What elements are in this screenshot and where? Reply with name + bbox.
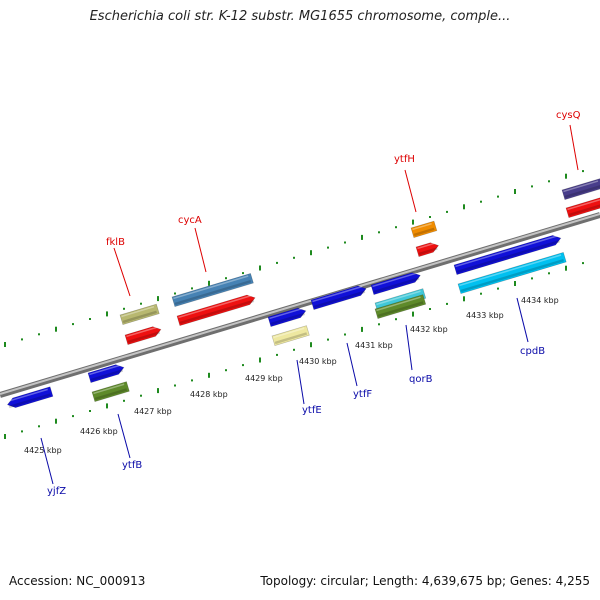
- gene-label-cycA: cycA: [178, 215, 202, 226]
- gene-labels: fklB cycA ytfH cysQ yjfZ ytfB ytfE ytfF qorB cpdB: [47, 110, 581, 497]
- gene-label-ytfH: ytfH: [394, 154, 415, 165]
- gene-label-ytfB: ytfB: [122, 460, 142, 471]
- fklB-feature: [119, 303, 160, 325]
- ytfE-rna: [271, 325, 310, 346]
- accession-text: Accession: NC_000913: [9, 574, 146, 588]
- ytfF-feature: [310, 285, 367, 310]
- ytfB-feature: [87, 364, 125, 383]
- leader-line: [346, 342, 358, 387]
- leader-line: [40, 437, 54, 485]
- yjfZ-feature: [6, 386, 54, 409]
- cycA-rna: [176, 294, 256, 326]
- topology-text: Topology: circular; Length: 4,639,675 bp…: [260, 574, 590, 588]
- tick-row-lower: [4, 262, 584, 439]
- scale-labels: 4425 kbp 4426 kbp 4427 kbp 4428 kbp 4429 kbp…: [24, 296, 559, 455]
- gene-label-qorB: qorB: [409, 374, 433, 385]
- qorB-feature: [370, 272, 421, 295]
- qorB-rna2: [374, 294, 427, 319]
- cycA-feature: [171, 273, 254, 307]
- leader-line: [569, 124, 579, 171]
- gene-label-cysQ: cysQ: [556, 110, 581, 121]
- leader-line: [404, 169, 417, 213]
- leader-line: [296, 359, 305, 405]
- label-leader-lines: [40, 124, 579, 485]
- ytfH-feature: [410, 220, 438, 238]
- gene-label-yjfZ: yjfZ: [47, 486, 66, 497]
- ytfH-rna: [415, 242, 440, 257]
- gene-label-cpdB: cpdB: [520, 346, 545, 357]
- chromosome-backbone: [0, 212, 600, 398]
- scale-label: 4433 kbp: [466, 311, 504, 320]
- scale-label: 4427 kbp: [134, 407, 172, 416]
- leader-line: [405, 324, 413, 371]
- scale-label: 4425 kbp: [24, 446, 62, 455]
- gene-label-ytfE: ytfE: [302, 405, 322, 416]
- gene-features: [6, 178, 600, 409]
- tick-row-upper: [4, 170, 584, 347]
- backbone-highlight: [0, 213, 600, 395]
- scale-label: 4432 kbp: [410, 325, 448, 334]
- fklB-rna: [124, 326, 162, 345]
- cpdB-feature: [453, 235, 562, 275]
- cysQ-rna: [565, 196, 600, 218]
- scale-label: 4430 kbp: [299, 357, 337, 366]
- scale-label: 4431 kbp: [355, 341, 393, 350]
- leader-line: [113, 247, 131, 297]
- scale-label: 4429 kbp: [245, 374, 283, 383]
- cysQ-feature: [561, 178, 600, 200]
- leader-line: [516, 297, 529, 343]
- ytfB-rna: [91, 381, 130, 402]
- leader-line: [194, 227, 207, 273]
- ytfE-feature: [267, 307, 307, 327]
- gene-label-fklB: fklB: [106, 237, 125, 248]
- scale-label: 4426 kbp: [80, 427, 118, 436]
- cpdB-rna: [457, 252, 567, 294]
- leader-line: [117, 413, 131, 459]
- gene-label-ytfF: ytfF: [353, 389, 372, 400]
- scale-label: 4428 kbp: [190, 390, 228, 399]
- chromosome-title: Escherichia coli str. K-12 substr. MG165…: [89, 9, 511, 24]
- scale-label: 4434 kbp: [521, 296, 559, 305]
